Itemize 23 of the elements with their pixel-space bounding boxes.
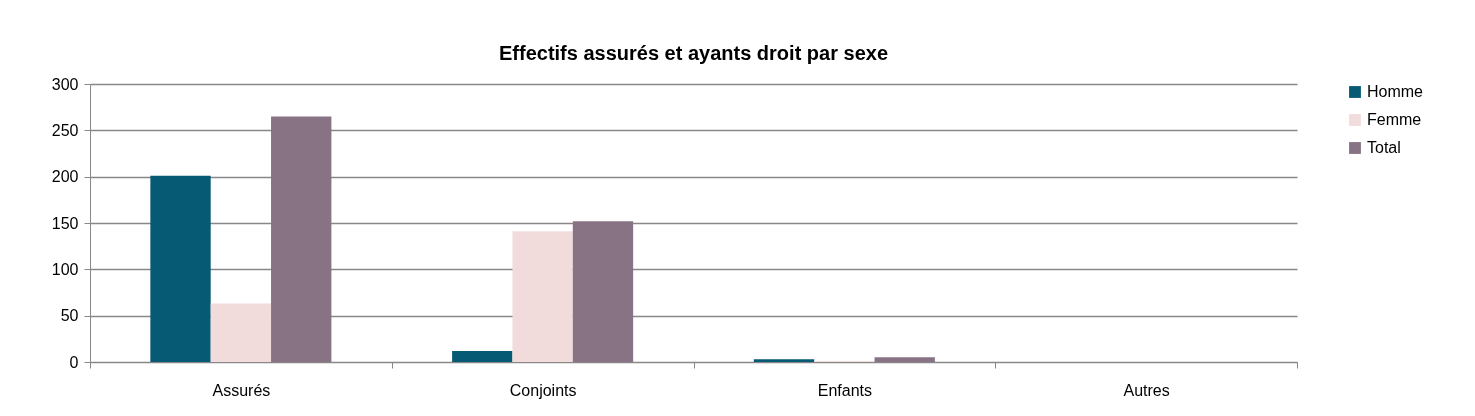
bar: [753, 359, 815, 362]
chart-title: Effectifs assurés et ayants droit par sexe: [498, 42, 889, 64]
x-tick-label: Autres: [1123, 381, 1170, 399]
y-tick-label: 250: [51, 121, 79, 139]
x-tick-label: Conjoints: [509, 381, 577, 399]
x-tick-label: Enfants: [817, 381, 873, 399]
y-tick-label: 300: [51, 75, 79, 93]
x-tick-label: Assurés: [212, 381, 271, 399]
legend-label: Total: [1367, 139, 1401, 156]
bar: [271, 116, 332, 362]
y-tick-label: 150: [51, 214, 79, 232]
y-tick-label: 200: [51, 168, 79, 186]
legend-label: Femme: [1367, 111, 1422, 128]
legend-label: Homme: [1367, 83, 1424, 100]
y-tick-label: 0: [69, 353, 79, 371]
y-tick-label: 50: [60, 307, 79, 325]
bar: [572, 221, 634, 362]
bar: [150, 175, 211, 362]
bar: [452, 350, 513, 362]
bar: [874, 357, 935, 362]
bar: [512, 231, 573, 362]
y-tick-label: 100: [51, 260, 79, 278]
bar: [210, 303, 272, 362]
